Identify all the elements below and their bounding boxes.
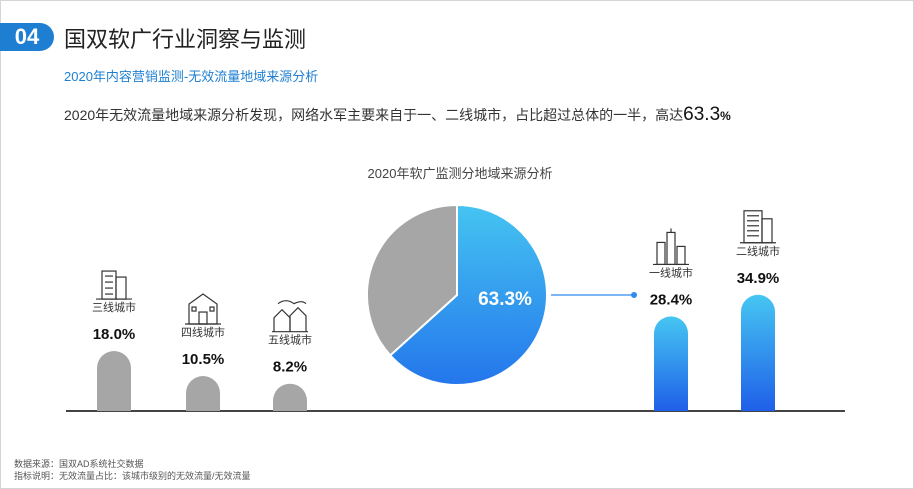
labels-group: 18.0% 三线城市 10.5% 四线城市 8.2% 五线城市 28.4% 一线城市 34.9%… [92, 244, 780, 376]
footer-source: 数据来源：国双AD系统社交数据 [14, 459, 144, 469]
page-title: 国双软广行业洞察与监测 [64, 27, 307, 52]
bars-group [97, 294, 775, 411]
icons-group [96, 210, 776, 333]
bar-4 [741, 294, 775, 411]
page-subtitle: 2020年内容营销监测-无效流量地域来源分析 [64, 69, 319, 84]
chart-title: 2020年软广监测分地域来源分析 [367, 166, 553, 181]
apartment-building-icon [96, 270, 132, 300]
bar-category-label-0: 三线城市 [92, 300, 136, 314]
house-icon [185, 293, 221, 325]
bar-2 [273, 383, 307, 411]
bar-category-label-1: 四线城市 [181, 325, 225, 339]
connector-dot [631, 292, 637, 298]
office-building-icon [740, 210, 776, 244]
section-badge: 04 [0, 23, 54, 51]
pie-group: 63.3% [366, 203, 637, 386]
bar-3 [654, 316, 688, 411]
summary-value: 63.3 [683, 104, 721, 125]
village-icon [272, 300, 308, 333]
bar-value-label-1: 10.5% [182, 351, 225, 368]
bar-1 [186, 376, 220, 411]
summary-unit: % [720, 109, 731, 123]
city-skyline-icon [653, 228, 689, 266]
summary-text: 2020年无效流量地域来源分析发现，网络水军主要来自于一、二线城市，占比超过总体… [64, 104, 731, 126]
bar-category-label-3: 一线城市 [649, 265, 693, 279]
bar-category-label-2: 五线城市 [268, 333, 312, 347]
footer-note: 指标说明：无效流量占比：该城市级别的无效流量/无效流量 [14, 471, 251, 481]
summary-prefix: 2020年无效流量地域来源分析发现，网络水军主要来自于一、二线城市，占比超过总体… [64, 107, 684, 123]
bar-value-label-3: 28.4% [650, 291, 693, 308]
pie-slice-label: 63.3% [478, 289, 532, 310]
bar-value-label-2: 8.2% [273, 359, 307, 376]
pie-slice-1 [366, 203, 458, 357]
bar-0 [97, 351, 131, 411]
bar-value-label-0: 18.0% [93, 326, 136, 343]
bar-value-label-4: 34.9% [737, 270, 780, 287]
bar-category-label-4: 二线城市 [736, 244, 780, 258]
pie-slice-0 [388, 203, 548, 386]
